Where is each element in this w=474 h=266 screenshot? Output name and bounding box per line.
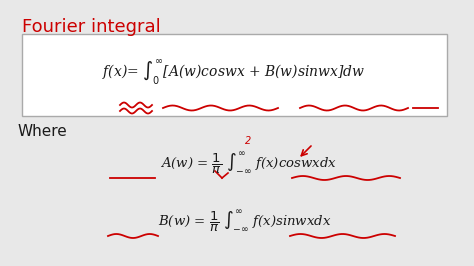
- FancyBboxPatch shape: [22, 34, 447, 116]
- Text: f(x)= $\int_0^{\infty}$[A(w)coswx + B(w)sinwx]dw: f(x)= $\int_0^{\infty}$[A(w)coswx + B(w)…: [102, 59, 365, 88]
- Text: B(w) = $\dfrac{1}{\pi}$ $\int_{-\infty}^{\infty}$ f(x)sinwxdx: B(w) = $\dfrac{1}{\pi}$ $\int_{-\infty}^…: [158, 208, 332, 234]
- Text: 2: 2: [245, 136, 251, 146]
- Text: Where: Where: [18, 124, 68, 139]
- Text: Fourier integral: Fourier integral: [22, 18, 161, 36]
- Text: A(w) = $\dfrac{1}{\pi}$ $\int_{-\infty}^{\infty}$ f(x)coswxdx: A(w) = $\dfrac{1}{\pi}$ $\int_{-\infty}^…: [160, 150, 337, 176]
